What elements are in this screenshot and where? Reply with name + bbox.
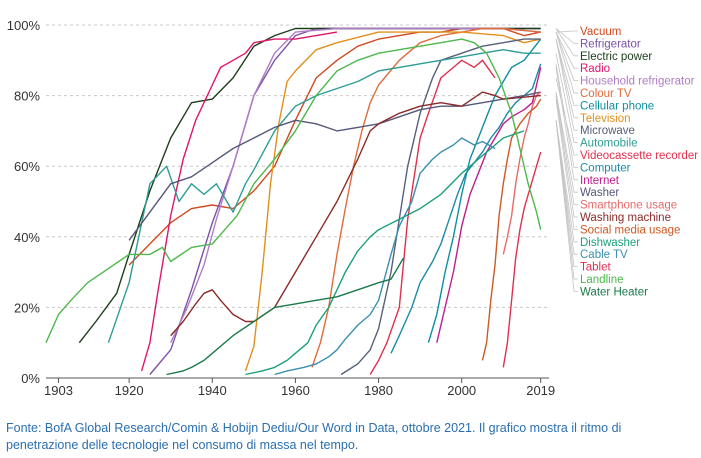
legend-label: Radio xyxy=(580,63,610,75)
x-tick-label: 1960 xyxy=(281,383,310,398)
legend-label: Tablet xyxy=(580,262,611,274)
series-line-computer xyxy=(390,63,542,354)
y-tick-label: 100% xyxy=(7,18,41,33)
series-line-tablet xyxy=(502,151,542,368)
legend-label: Electric power xyxy=(580,51,652,63)
legend-label: Social media usage xyxy=(580,224,680,236)
legend-leader-line xyxy=(555,31,578,81)
legend-label: Computer xyxy=(580,162,631,174)
legend-label: Dishwasher xyxy=(580,237,640,249)
legend-leader-line xyxy=(555,28,578,57)
y-tick-label: 60% xyxy=(14,159,40,174)
legend-label: Washing machine xyxy=(580,212,671,224)
x-tick-label: 1903 xyxy=(44,383,73,398)
legend-label: Automobile xyxy=(580,138,638,150)
legend-leader-line xyxy=(555,119,578,243)
y-tick-label: 20% xyxy=(14,300,40,315)
legend-leader-line xyxy=(555,30,578,33)
legend-leader-line xyxy=(555,67,578,181)
series-line-radio xyxy=(140,31,338,372)
x-tick-label: 2000 xyxy=(447,383,476,398)
series-line-cable-tv xyxy=(274,137,496,376)
y-axis-ticks: 0% 20% 40% 60% 80% 100% xyxy=(7,18,41,386)
legend-label: Refrigerator xyxy=(580,38,641,50)
legend-label: Cable TV xyxy=(580,249,628,261)
series-line-videocassette-recorder xyxy=(369,59,496,375)
series-line-cellular-phone xyxy=(427,38,542,343)
series-line-washer xyxy=(128,91,541,241)
legend-leader-line xyxy=(555,119,578,255)
legend-label: Vacuum xyxy=(580,26,621,38)
legend-leader-line xyxy=(555,119,578,268)
legend-label: Smartphone usage xyxy=(580,200,677,212)
legend-label: Water Heater xyxy=(580,286,648,298)
series-line-television xyxy=(244,31,541,372)
legend-leader-line xyxy=(555,92,578,206)
legend-leader-line xyxy=(555,28,578,44)
legend-label: Microwave xyxy=(580,125,635,137)
x-tick-label: 1920 xyxy=(115,383,144,398)
legend-label: Internet xyxy=(580,175,620,187)
legend-leader-line xyxy=(555,31,578,69)
legend-leader-line xyxy=(555,53,578,144)
series-line-refrigerator xyxy=(149,27,541,375)
series-line-household-refrigerator xyxy=(170,27,541,343)
x-tick-label: 2019 xyxy=(526,383,555,398)
legend-leader-line xyxy=(555,119,578,292)
legend-label: Landline xyxy=(580,274,623,286)
legend-leader-line xyxy=(555,119,578,280)
series-line-colour-tv xyxy=(311,27,541,368)
legend-label: Television xyxy=(580,113,631,125)
legend-label: Videocassette recorder xyxy=(580,150,698,162)
x-axis: 1903 1920 1940 1960 1980 2000 2019 xyxy=(44,377,555,398)
series-line-washing-machine xyxy=(170,91,541,337)
legend-label: Household refrigerator xyxy=(580,76,695,88)
legend-leader-line xyxy=(555,92,578,193)
series-line-water-heater xyxy=(166,257,405,376)
technology-adoption-chart: 0% 20% 40% 60% 80% 100% 1903 1920 1940 1960 1980 2… xyxy=(7,18,698,398)
legend-label: Washer xyxy=(580,187,619,199)
y-tick-label: 40% xyxy=(14,230,40,245)
x-tick-label: 1980 xyxy=(364,383,393,398)
x-tick-label: 1940 xyxy=(198,383,227,398)
legend-leader-line xyxy=(555,63,578,168)
series-line-dishwasher xyxy=(245,130,525,376)
y-tick-label: 0% xyxy=(21,371,40,386)
series-line-microwave xyxy=(340,38,541,376)
series-line-electric-power xyxy=(78,27,541,344)
legend-leader-line xyxy=(555,95,578,218)
legend-leader-line xyxy=(555,39,578,119)
legend-label: Colour TV xyxy=(580,88,632,100)
chart-caption: Fonte: BofA Global Research/Comin & Hobi… xyxy=(6,421,622,452)
series-line-social-media-usage xyxy=(481,98,542,361)
legend-leader-line xyxy=(555,31,578,94)
series-line-landline xyxy=(45,38,542,343)
legend-label: Cellular phone xyxy=(580,100,654,112)
series-line-automobile xyxy=(107,49,541,343)
series-line-smartphone-usage xyxy=(502,91,542,255)
y-tick-label: 80% xyxy=(14,89,40,104)
series-lines xyxy=(45,27,542,376)
legend-leader-line xyxy=(555,38,578,106)
legend-leader-line xyxy=(555,99,578,230)
legend-leader-line xyxy=(555,39,578,131)
